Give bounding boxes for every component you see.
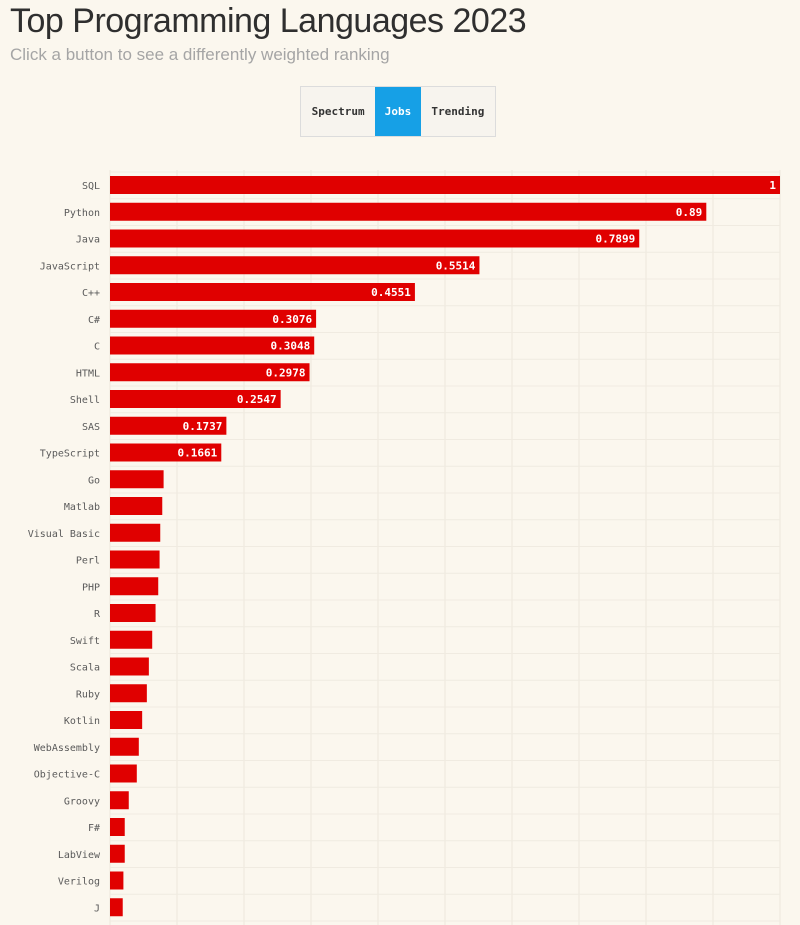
- trending-button[interactable]: Trending: [431, 105, 485, 118]
- bar: [110, 657, 149, 676]
- ranking-toggle-group: Spectrum Jobs Trending: [300, 86, 496, 137]
- bar: [110, 309, 317, 328]
- category-label: Scala: [70, 663, 100, 674]
- data-label: 0.5514: [436, 259, 476, 272]
- category-label: Shell: [70, 395, 100, 406]
- category-label: Verilog: [58, 877, 100, 888]
- data-label: 0.2547: [237, 393, 277, 406]
- category-label: Python: [64, 208, 100, 219]
- category-label: R: [94, 609, 101, 620]
- bar: [110, 470, 164, 489]
- data-label: 0.89: [676, 206, 703, 219]
- category-label: Objective-C: [34, 770, 100, 781]
- category-label: LabView: [58, 850, 101, 861]
- data-label: 0.1737: [183, 420, 223, 433]
- data-label: 0.4551: [371, 286, 411, 299]
- category-label: SQL: [82, 181, 100, 192]
- category-label: Java: [76, 235, 100, 246]
- data-label: 0.3048: [270, 340, 310, 353]
- bar: [110, 791, 129, 810]
- category-label: Go: [88, 475, 100, 486]
- category-label: Groovy: [64, 796, 100, 807]
- data-label: 1: [769, 179, 776, 192]
- category-label: PHP: [82, 582, 100, 593]
- category-label: JavaScript: [40, 261, 100, 272]
- category-label: J: [94, 903, 100, 914]
- category-label: Matlab: [64, 502, 100, 513]
- chart-grid: [109, 170, 781, 925]
- bar: [110, 898, 123, 917]
- data-label: 0.7899: [595, 233, 635, 246]
- bar: [110, 283, 415, 301]
- bar: [110, 630, 153, 649]
- bar: [110, 336, 315, 355]
- category-label: Kotlin: [64, 716, 100, 727]
- category-label: C#: [88, 315, 100, 326]
- bar: [110, 416, 227, 435]
- bar: [110, 764, 137, 783]
- category-label: C: [94, 342, 100, 353]
- bar: [110, 256, 480, 275]
- category-label: SAS: [82, 422, 100, 433]
- category-label: HTML: [76, 368, 100, 379]
- bar: [110, 202, 707, 221]
- bar: [110, 390, 281, 408]
- bar: [110, 844, 125, 863]
- spectrum-button[interactable]: Spectrum: [311, 105, 365, 118]
- bar: [110, 443, 222, 462]
- bar: [110, 550, 160, 569]
- data-label: 0.2978: [266, 366, 306, 379]
- bar: [110, 363, 310, 382]
- category-label: TypeScript: [40, 449, 100, 460]
- category-label: Visual Basic: [28, 529, 100, 540]
- category-label: Perl: [76, 556, 100, 567]
- bar: [110, 577, 159, 596]
- category-label: C++: [82, 288, 100, 299]
- data-label: 0.3076: [272, 313, 312, 326]
- bar: [110, 871, 124, 890]
- category-label: Ruby: [76, 689, 100, 700]
- bar: [110, 523, 161, 542]
- category-label: Swift: [70, 636, 100, 647]
- bar: [110, 176, 780, 194]
- bar: [110, 711, 143, 729]
- bar: [110, 684, 147, 703]
- category-label: WebAssembly: [34, 743, 100, 754]
- page-title: Top Programming Languages 2023: [10, 2, 527, 40]
- bar: [110, 497, 163, 515]
- jobs-button[interactable]: Jobs: [375, 87, 421, 136]
- bar: [110, 737, 139, 756]
- bar: [110, 604, 156, 622]
- bar: [110, 229, 640, 248]
- category-label: F#: [88, 823, 100, 834]
- data-label: 0.1661: [178, 447, 218, 460]
- bar: [110, 818, 125, 836]
- page-subtitle: Click a button to see a differently weig…: [10, 45, 390, 64]
